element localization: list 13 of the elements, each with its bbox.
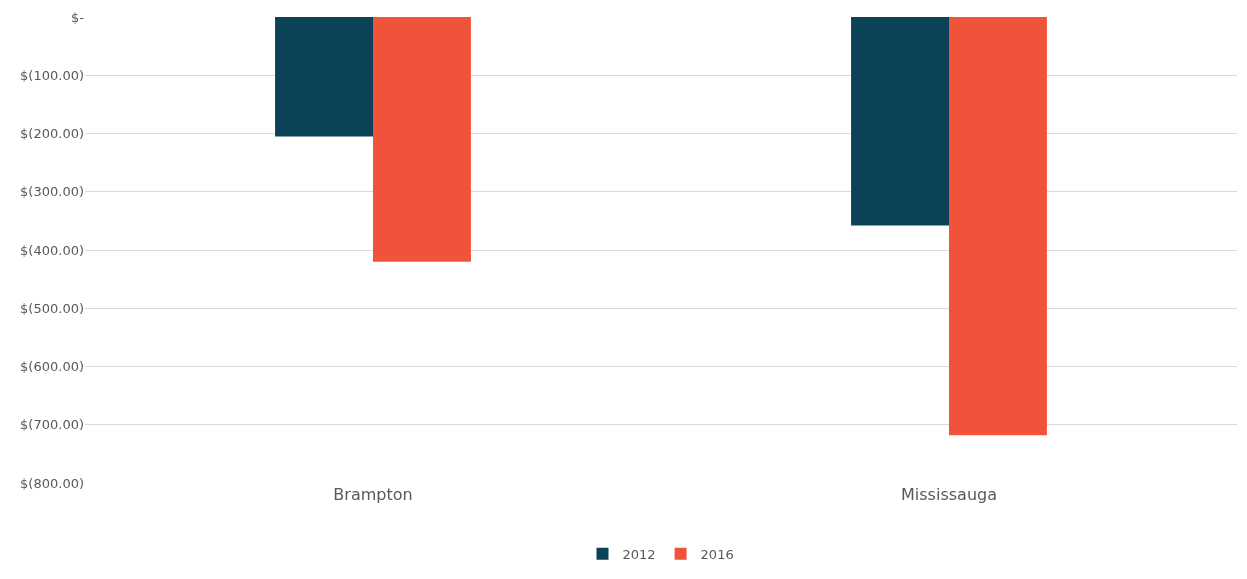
x-tick-label: Mississauga (901, 485, 997, 504)
legend-label: 2016 (700, 546, 734, 562)
y-tick-label: $(100.00) (20, 67, 84, 83)
y-tick-label: $- (71, 9, 85, 25)
y-tick-label: $(500.00) (20, 300, 84, 316)
legend-label: 2012 (622, 546, 656, 562)
y-tick-label: $(300.00) (20, 184, 84, 200)
y-tick-label: $(600.00) (20, 359, 84, 375)
y-tick-label: $(400.00) (20, 242, 84, 258)
y-tick-label: $(200.00) (20, 126, 84, 142)
y-tick-label: $(800.00) (20, 475, 84, 491)
x-tick-label: Brampton (333, 485, 413, 504)
y-tick-label: $(700.00) (20, 417, 84, 433)
